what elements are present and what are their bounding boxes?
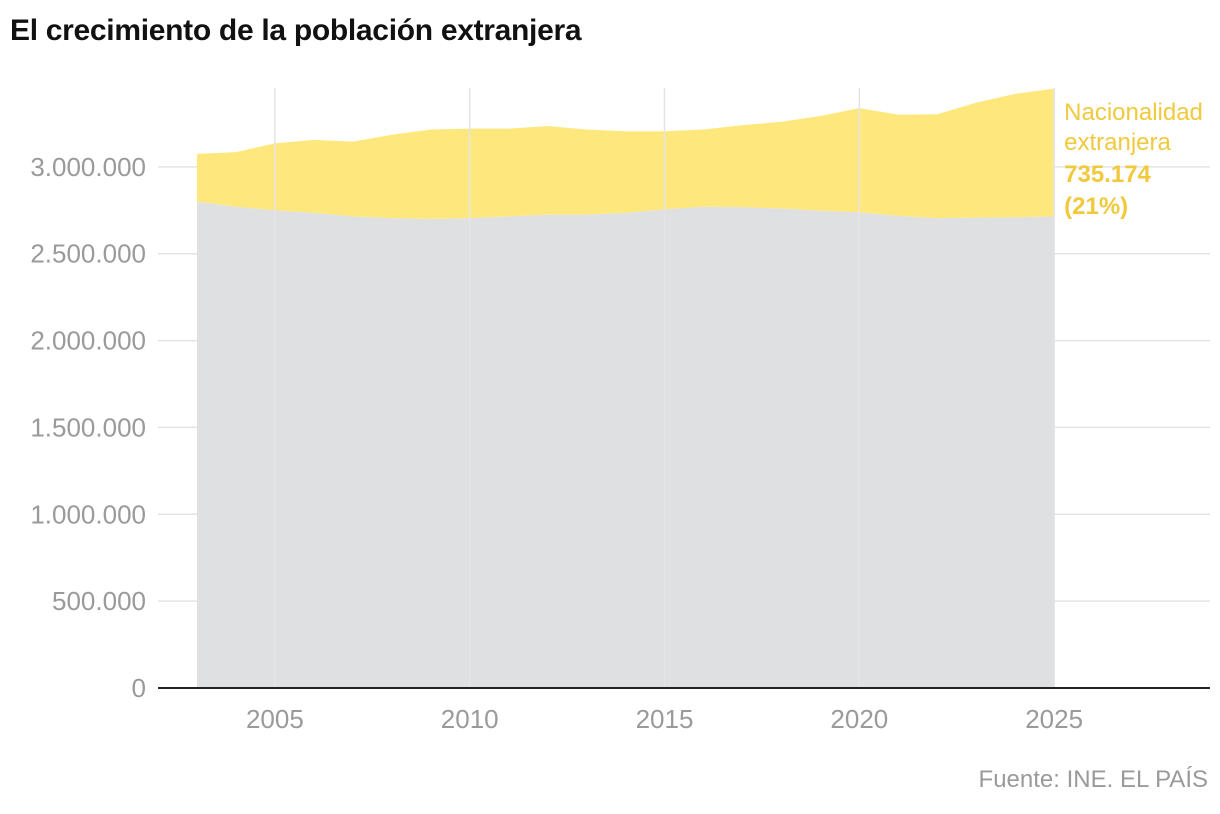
area-spanish bbox=[196, 201, 1055, 688]
source-note: Fuente: INE. EL PAÍS bbox=[978, 766, 1208, 793]
x-tick-label: 2015 bbox=[636, 704, 694, 734]
y-tick-label: 3.000.000 bbox=[30, 152, 146, 182]
series-annotation: Nacionalidad extranjera 735.174 (21%) bbox=[1064, 99, 1203, 220]
x-tick-label: 2010 bbox=[441, 704, 499, 734]
x-tick-label: 2020 bbox=[830, 704, 888, 734]
y-tick-label: 1.500.000 bbox=[30, 412, 146, 442]
x-tick-label: 2025 bbox=[1025, 704, 1083, 734]
area-series bbox=[196, 88, 1055, 688]
y-tick-label: 500.000 bbox=[52, 586, 146, 616]
annotation-series-name: extranjera bbox=[1064, 129, 1171, 156]
axes: 0 500.000 1.000.000 1.500.000 2.000.000 2.500… bbox=[30, 152, 1210, 734]
annotation-value: 735.174 bbox=[1064, 161, 1151, 188]
x-tick-label: 2005 bbox=[246, 704, 304, 734]
chart-title: El crecimiento de la población extranjer… bbox=[10, 14, 582, 47]
y-tick-label: 2.500.000 bbox=[30, 239, 146, 269]
area-foreign bbox=[196, 88, 1055, 219]
y-tick-label: 1.000.000 bbox=[30, 499, 146, 529]
y-tick-label: 0 bbox=[132, 673, 146, 703]
annotation-share: (21%) bbox=[1064, 193, 1128, 220]
annotation-series-name: Nacionalidad bbox=[1064, 99, 1203, 126]
y-tick-label: 2.000.000 bbox=[30, 326, 146, 356]
